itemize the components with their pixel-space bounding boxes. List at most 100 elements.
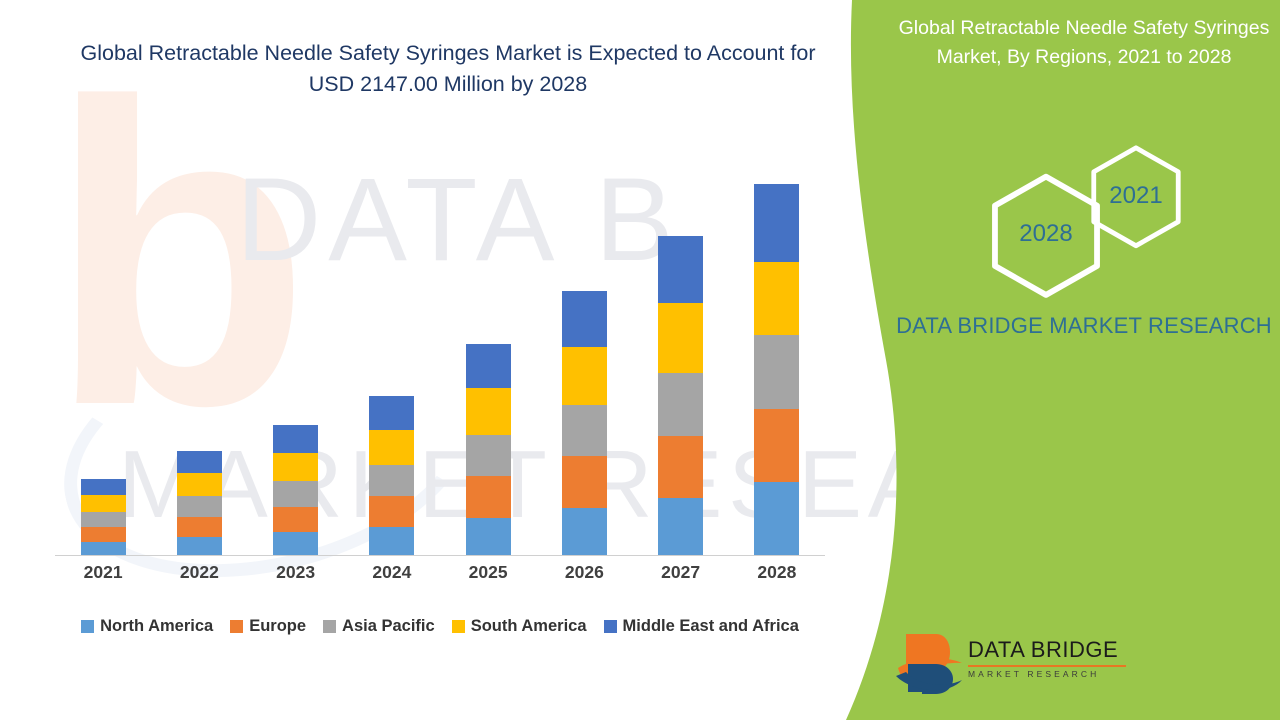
bar-segment[interactable] [176, 473, 222, 497]
logo-divider [968, 665, 1126, 668]
bar-group[interactable] [248, 150, 344, 556]
hexagon-end-year-label: 2028 [1019, 220, 1073, 247]
page-title: Global Retractable Needle Safety Syringe… [80, 41, 816, 97]
bar-series-container [55, 150, 825, 556]
hexagon-badges: 2028 2021 [978, 140, 1278, 298]
bar-group[interactable] [633, 150, 729, 556]
legend-swatch-icon [603, 620, 617, 633]
bar-group[interactable] [151, 150, 247, 556]
legend-label: Middle East and Africa [622, 617, 799, 635]
bar-group[interactable] [729, 150, 825, 556]
bar-segment[interactable] [561, 346, 607, 405]
logo-mark-icon [892, 628, 964, 698]
hexagon-start-year-label: 2021 [1109, 182, 1163, 209]
bar-segment[interactable] [754, 262, 800, 336]
bar-segment[interactable] [176, 516, 222, 537]
legend-item[interactable]: Europe [230, 617, 306, 636]
bar-stack[interactable] [754, 184, 800, 556]
bar-segment[interactable] [658, 303, 704, 374]
logo-title: DATA BRIDGE [968, 637, 1119, 662]
bar-segment[interactable] [465, 476, 511, 518]
x-axis-labels: 2021 2022 2023 2024 2025 2026 2027 2028 [55, 562, 825, 583]
bar-segment[interactable] [176, 536, 222, 556]
x-axis-tick-label: 2028 [757, 562, 797, 582]
bar-segment[interactable] [658, 236, 704, 304]
bar-segment[interactable] [561, 508, 607, 556]
bar-segment[interactable] [465, 388, 511, 435]
hexagon-badge-start-year: 2021 [1088, 144, 1184, 249]
bar-group[interactable] [536, 150, 632, 556]
legend-swatch-icon [81, 620, 95, 633]
bar-segment[interactable] [658, 497, 704, 556]
logo-text: DATA BRIDGE MARKET RESEARCH [968, 637, 1132, 680]
bar-segment[interactable] [465, 434, 511, 477]
legend-item[interactable]: Middle East and Africa [603, 617, 799, 636]
bar-segment[interactable] [754, 409, 800, 483]
chart-plot-area [55, 150, 825, 556]
bar-segment[interactable] [658, 373, 704, 436]
bar-segment[interactable] [754, 482, 800, 556]
bar-group[interactable] [55, 150, 151, 556]
bar-stack[interactable] [176, 451, 222, 556]
bar-segment[interactable] [176, 496, 222, 517]
bar-segment[interactable] [273, 452, 319, 482]
legend-item[interactable]: South America [451, 617, 587, 636]
green-panel-content: Global Retractable Needle Safety Syringe… [888, 0, 1280, 720]
x-axis-tick-label: 2026 [564, 562, 604, 582]
x-axis-tick-label: 2023 [276, 562, 316, 582]
legend-label: South America [470, 617, 587, 635]
bar-segment[interactable] [369, 396, 415, 430]
x-axis-tick-label: 2025 [468, 562, 508, 582]
bar-segment[interactable] [80, 511, 126, 527]
x-axis-tick-label: 2022 [179, 562, 219, 582]
legend-label: North America [100, 617, 214, 635]
legend-label: Asia Pacific [342, 617, 435, 635]
legend-swatch-icon [451, 620, 465, 633]
x-axis-tick-label: 2021 [83, 562, 123, 582]
bar-segment[interactable] [561, 456, 607, 509]
chart-legend: North America Europe Asia Pacific South Ame… [55, 617, 825, 636]
legend-swatch-icon [230, 620, 244, 633]
bar-segment[interactable] [465, 517, 511, 556]
bar-segment[interactable] [561, 290, 607, 347]
hexagon-badge-end-year: 2028 [988, 172, 1104, 298]
bar-segment[interactable] [80, 478, 126, 495]
bar-stack[interactable] [465, 343, 511, 556]
bar-group[interactable] [344, 150, 440, 556]
panel-title: Global Retractable Needle Safety Syringe… [898, 17, 1270, 69]
company-logo: DATA BRIDGE MARKET RESEARCH [892, 628, 1132, 700]
bar-segment[interactable] [658, 435, 704, 498]
bar-group[interactable] [440, 150, 536, 556]
bar-segment[interactable] [369, 527, 415, 556]
legend-item[interactable]: North America [81, 617, 213, 636]
bar-stack[interactable] [658, 236, 704, 556]
bar-segment[interactable] [80, 541, 126, 556]
bar-segment[interactable] [369, 495, 415, 528]
bar-segment[interactable] [369, 464, 415, 496]
bar-segment[interactable] [273, 425, 319, 453]
x-axis-tick-label: 2024 [372, 562, 412, 582]
bar-segment[interactable] [754, 335, 800, 410]
legend-label: Europe [249, 617, 307, 635]
bar-stack[interactable] [273, 425, 319, 556]
bar-stack[interactable] [80, 478, 126, 556]
logo-subtitle: MARKET RESEARCH [968, 669, 1100, 680]
x-axis-tick-label: 2027 [661, 562, 701, 582]
brand-name: DATA BRIDGE MARKET RESEARCH [896, 313, 1272, 338]
bar-segment[interactable] [80, 494, 126, 512]
chart-panel: Global Retractable Needle Safety Syringe… [55, 41, 825, 636]
bar-segment[interactable] [754, 184, 800, 263]
bar-segment[interactable] [561, 404, 607, 457]
bar-segment[interactable] [273, 506, 319, 533]
x-axis-line [55, 555, 825, 556]
bar-stack[interactable] [369, 396, 415, 556]
legend-item[interactable]: Asia Pacific [323, 617, 435, 636]
bar-stack[interactable] [561, 290, 607, 556]
bar-segment[interactable] [465, 343, 511, 389]
bar-segment[interactable] [80, 526, 126, 542]
bar-segment[interactable] [273, 481, 319, 507]
bar-segment[interactable] [176, 451, 222, 474]
bar-segment[interactable] [369, 429, 415, 465]
bar-segment[interactable] [273, 532, 319, 556]
